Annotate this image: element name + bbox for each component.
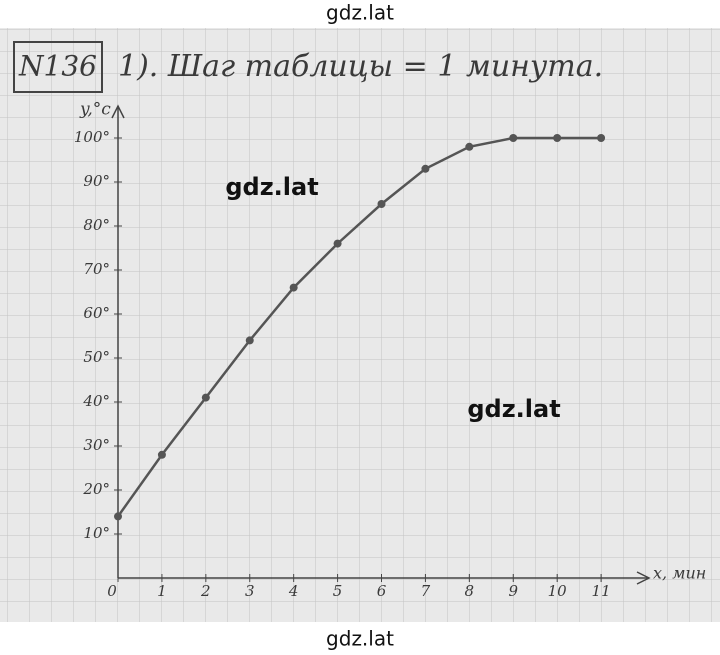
y-axis-label: y,°c [79,100,111,120]
data-point [245,336,254,345]
x-tick-label: 8 [465,582,475,600]
x-tick-label: 5 [333,582,343,600]
paper-grid [0,28,720,622]
data-point [597,134,606,142]
problem-text: 1). Шаг таблицы = 1 минута. [118,49,603,84]
data-point [201,393,210,402]
x-tick-label: 9 [508,582,518,600]
y-tick-label: 50° [83,348,110,366]
x-tick-label: 1 [157,582,167,600]
x-tick-label: 6 [377,582,387,600]
number-box [13,41,103,93]
data-point [465,142,474,151]
y-tick-label: 20° [82,480,110,498]
problem-number: N136 [18,50,97,83]
y-tick-label: 70° [83,260,110,278]
watermark: gdz.lat [326,627,394,651]
y-axis-arrow [111,104,125,119]
data-point [553,134,562,142]
y-tick-label: 40° [82,392,110,410]
x-tick-label: 10 [548,582,568,600]
x-tick-label: 0 [107,582,117,600]
x-axis-arrow [636,571,651,585]
y-tick-label: 30° [83,436,110,454]
data-point [333,239,342,248]
y-tick-label: 100° [74,128,110,146]
watermark: gdz.lat [326,1,394,25]
data-point [509,134,518,142]
x-axis-label: x, мин [653,564,706,583]
x-tick-label: 2 [200,582,211,600]
chart: x, мин y,°c 0 1 2 3 4 5 6 7 8 9 10 11 10° 20° 30° 40° 50° 6… [74,100,706,601]
data-point [421,164,430,173]
y-tick-label: 60° [83,304,110,322]
y-tick-label: 10° [83,524,110,542]
watermark: gdz.lat [225,173,318,201]
data-point [157,450,166,459]
y-tick-label: 80° [83,216,110,234]
data-point [114,512,122,521]
y-tick-label: 90° [83,172,110,190]
data-line [116,136,602,518]
watermark: gdz.lat [467,395,560,423]
data-point [377,200,386,208]
x-tick-label: 4 [288,582,299,600]
x-tick-label: 7 [421,582,431,600]
x-tick-label: 3 [245,582,255,600]
x-tick-label: 11 [592,582,611,600]
data-point [289,283,298,292]
